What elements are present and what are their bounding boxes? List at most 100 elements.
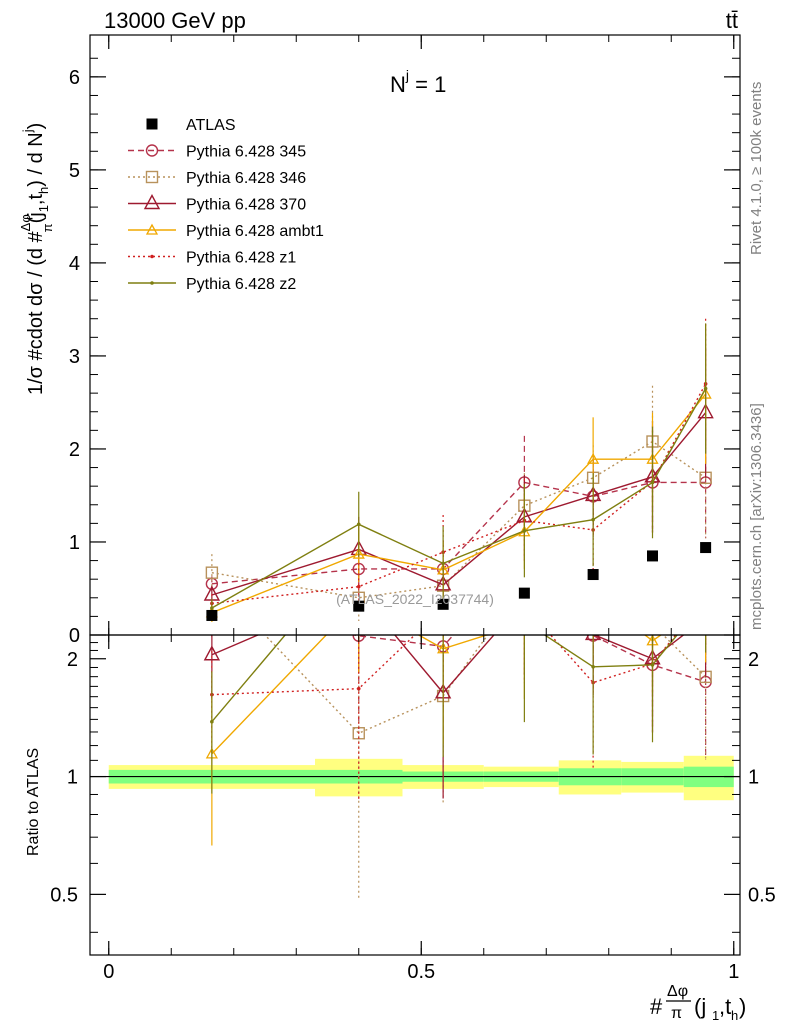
data-point	[353, 600, 365, 612]
data-point	[206, 609, 218, 621]
data-point	[647, 550, 658, 562]
ratio-tick-label: 1	[67, 767, 78, 789]
ratio-uncertainty-bands	[90, 755, 740, 801]
svg-text:1: 1	[712, 1008, 719, 1023]
series-point	[650, 480, 655, 485]
main-y-axis-label: 1/σ #cdot dσ / (d #Δφ π(j1,th) / d Nj)	[18, 123, 55, 395]
series-4	[210, 318, 708, 613]
axis-ticks: 0 0.5 1 0 1 2 3 4 5 6 0.5 0.5 1 1 2 2	[50, 35, 776, 983]
ratio-point	[210, 719, 214, 724]
svg-text:1/σ #cdot dσ / (d #Δφπ(j1,th): 1/σ #cdot dσ / (d #Δφ π(j1,th) / d Nj)	[18, 123, 55, 395]
data-point	[587, 569, 599, 581]
ratio-panel-series	[203, 590, 713, 900]
legend-entry-1: Pythia 6.428 346	[128, 170, 306, 187]
y-tick-label: 1	[69, 532, 80, 554]
svg-text:π: π	[671, 1005, 682, 1022]
ratio-tick-label-right: 0.5	[748, 884, 776, 906]
ratio-point	[704, 595, 708, 599]
legend-marker	[150, 254, 154, 259]
data-point	[518, 587, 530, 599]
legend-marker	[150, 281, 154, 285]
x-tick-label: 0	[103, 961, 114, 983]
series-line	[211, 393, 707, 614]
main-panel-series	[203, 318, 714, 622]
y-tick-label: 4	[69, 253, 80, 275]
ratio-tick-label-right: 1	[748, 767, 759, 789]
series-point	[591, 517, 595, 522]
ratio-point	[588, 609, 599, 620]
legend-entry-5: Pythia 6.428 z2	[128, 276, 296, 293]
legend-label: Pythia 6.428 346	[186, 170, 306, 187]
mcplots-label: mcplots.cern.ch [arXiv:1306.3436]	[748, 403, 765, 630]
header-process-label: tt̄	[726, 8, 738, 33]
series-line	[211, 481, 706, 585]
ratio-point	[647, 619, 658, 630]
svg-text:h: h	[731, 1008, 738, 1023]
legend-label: Pythia 6.428 ambt1	[186, 223, 324, 240]
rivet-version-label: Rivet 4.1.0, ≥ 100k events	[748, 82, 765, 255]
ratio-panel-frame	[89, 634, 741, 956]
legend-entry-0: Pythia 6.428 345	[128, 144, 306, 161]
header-energy-label: 13000 GeV pp	[104, 8, 246, 33]
series-5	[210, 323, 708, 618]
x-tick-label: 1	[728, 961, 739, 983]
ratio-point	[704, 599, 708, 603]
legend-label: Pythia 6.428 z1	[186, 250, 296, 267]
series-point	[441, 561, 445, 566]
legend-label: Pythia 6.428 370	[186, 197, 306, 214]
analysis-watermark: (ATLAS_2022_I2037744)	[336, 591, 494, 607]
legend-marker	[146, 118, 158, 130]
ratio-y-axis-label: Ratio to ATLAS	[25, 748, 42, 856]
legend-entry-data: ATLAS	[146, 117, 236, 134]
series-1	[205, 385, 712, 622]
series-point	[356, 522, 361, 527]
series-point	[522, 529, 527, 533]
ratio-series-2	[203, 610, 713, 799]
series-line	[211, 440, 707, 599]
x-tick-label: 0.5	[407, 961, 435, 983]
ratio-point	[588, 590, 598, 599]
ratio-point	[356, 686, 361, 691]
series-line	[211, 412, 707, 596]
series-point	[356, 584, 361, 589]
svg-text:(j: (j	[694, 994, 706, 1019]
y-tick-label: 2	[69, 439, 80, 461]
ratio-series-line	[349, 635, 706, 683]
legend-label: ATLAS	[186, 117, 236, 134]
legend-marker	[145, 144, 159, 157]
svg-text:#: #	[650, 994, 663, 1019]
y-tick-label: 3	[69, 346, 80, 368]
legend-entry-2: Pythia 6.428 370	[128, 194, 306, 214]
svg-text:,t: ,t	[719, 994, 731, 1019]
series-point	[587, 452, 600, 464]
y-tick-label: 0	[69, 625, 80, 647]
ratio-point	[203, 645, 221, 661]
series-point	[352, 547, 365, 559]
ratio-point	[699, 610, 713, 623]
jet-multiplicity-annotation: Nj = 1	[390, 67, 446, 97]
ratio-series-1	[211, 609, 712, 900]
legend-marker	[145, 223, 159, 235]
ratio-tick-label-right: 2	[748, 649, 759, 671]
ratio-point	[441, 631, 445, 635]
data-series	[206, 542, 712, 621]
series-point	[205, 566, 219, 579]
y-tick-label: 6	[69, 67, 80, 89]
ratio-point	[591, 664, 595, 669]
series-point	[210, 606, 214, 610]
legend-marker	[145, 170, 159, 184]
ratio-point	[523, 604, 527, 608]
ratio-point	[701, 599, 711, 608]
legend-marker	[143, 194, 161, 210]
legend-entry-4: Pythia 6.428 z1	[128, 250, 296, 267]
x-axis-label: # Δφ π (j 1 ,t h )	[650, 983, 746, 1023]
series-point	[703, 386, 708, 391]
ratio-point	[519, 618, 529, 627]
data-point	[437, 598, 449, 610]
ratio-point	[650, 663, 655, 667]
data-point	[700, 542, 712, 554]
legend-entry-3: Pythia 6.428 ambt1	[128, 223, 324, 240]
ratio-series-5	[210, 599, 708, 794]
svg-text:): )	[739, 994, 746, 1019]
